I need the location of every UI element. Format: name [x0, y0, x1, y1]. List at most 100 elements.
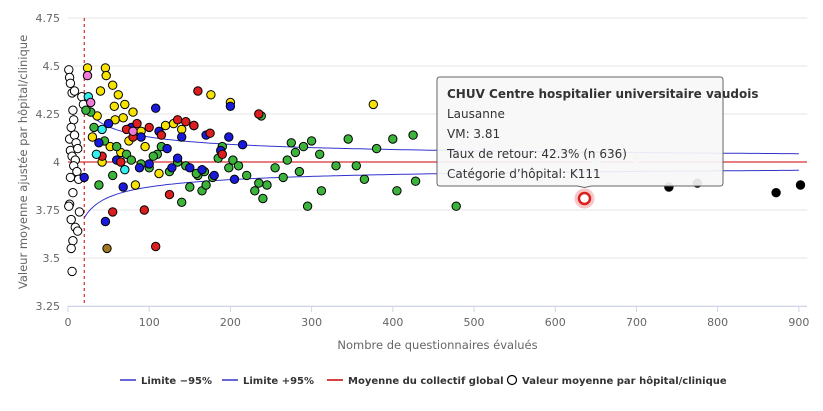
- data-point-white: [73, 226, 83, 236]
- data-point-white: [68, 236, 78, 246]
- data-point-green: [112, 141, 122, 152]
- data-point-green: [294, 166, 305, 177]
- data-point-blue: [225, 101, 236, 112]
- x-tick-label: 500: [464, 316, 485, 329]
- data-point-blue: [136, 132, 146, 142]
- legend-label-points: Valeur moyenne par hôpital/clinique: [522, 375, 727, 387]
- data-point-green: [242, 170, 252, 181]
- highlight-point: [577, 191, 592, 206]
- data-point-green: [250, 186, 260, 196]
- data-point-green: [81, 105, 91, 115]
- tooltip-line-value: VM: 3.81: [447, 127, 500, 141]
- data-point-yellow: [82, 63, 93, 73]
- legend-marker-points: [506, 374, 518, 386]
- data-point-red: [181, 117, 191, 127]
- x-tick-label: 400: [382, 316, 403, 329]
- data-point-green: [228, 155, 238, 165]
- data-point-green: [316, 186, 327, 196]
- data-point-pink: [86, 97, 96, 108]
- data-point-yellow: [100, 63, 111, 73]
- highlight-halo: [574, 188, 595, 209]
- data-point-yellow: [118, 113, 128, 123]
- data-point-red: [139, 205, 150, 215]
- data-point-white: [65, 172, 76, 183]
- data-point-green: [408, 130, 418, 140]
- tooltip-title: CHUV Centre hospitalier universitaire va…: [447, 87, 759, 101]
- data-point-red: [217, 149, 228, 160]
- tooltip-box: [436, 76, 724, 188]
- data-point-yellow: [368, 99, 378, 110]
- data-point-blue: [185, 163, 195, 173]
- data-point-green: [233, 161, 244, 171]
- data-point-red: [205, 128, 215, 138]
- data-point-green: [410, 176, 421, 186]
- data-point-cyan: [91, 149, 102, 160]
- data-point-blue: [100, 216, 111, 227]
- data-point-green: [185, 182, 195, 192]
- data-point-green: [343, 134, 353, 144]
- y-tick-label: 4: [53, 156, 60, 169]
- data-point-green: [282, 155, 292, 165]
- tooltip: CHUV Centre hospitalier universitaire va…: [436, 76, 759, 188]
- data-point-green: [262, 180, 272, 190]
- data-point-red: [116, 157, 126, 167]
- x-tick-label: 0: [65, 316, 72, 329]
- data-point-white: [74, 207, 85, 217]
- data-point-pink: [82, 70, 93, 81]
- legend-label-upper: Limite +95%: [243, 376, 314, 387]
- data-point-green: [224, 163, 234, 173]
- legend-label-mean: Moyenne du collectif global: [348, 376, 504, 387]
- data-point-red: [151, 241, 161, 252]
- data-point-black: [795, 180, 806, 190]
- tooltip-line-category: Catégorie d’hôpital: K111: [447, 167, 601, 181]
- data-point-green: [177, 197, 187, 208]
- data-point-red: [132, 118, 142, 129]
- data-point-blue: [134, 163, 145, 173]
- data-point-white: [68, 105, 78, 115]
- data-point-blue: [151, 103, 161, 113]
- data-point-green: [201, 180, 211, 190]
- data-point-yellow: [95, 86, 106, 96]
- data-point-yellow: [101, 70, 111, 81]
- data-point-blue: [172, 153, 183, 163]
- x-tick-label: 800: [707, 316, 728, 329]
- data-point-blue: [224, 132, 234, 142]
- data-point-white: [69, 86, 80, 96]
- data-point-green: [108, 170, 118, 181]
- data-point-blue: [79, 172, 89, 183]
- data-point-green: [331, 161, 341, 171]
- data-point-white: [66, 122, 76, 133]
- data-point-yellow: [113, 90, 124, 100]
- data-point-green: [302, 201, 313, 211]
- data-point-white: [66, 214, 76, 225]
- y-tick-label: 3.75: [36, 204, 61, 217]
- data-point-blue: [94, 138, 104, 148]
- data-point-green: [298, 141, 309, 152]
- data-point-pink: [128, 126, 138, 137]
- x-tick-label: 700: [626, 316, 647, 329]
- y-tick-label: 3.5: [43, 252, 61, 265]
- data-point-green: [351, 161, 361, 171]
- data-point-green: [388, 134, 398, 144]
- data-point-blue: [162, 143, 172, 154]
- data-point-yellow: [128, 107, 138, 117]
- data-point-yellow: [109, 101, 120, 112]
- data-point-red: [108, 207, 118, 217]
- data-point-green: [371, 143, 382, 154]
- y-tick-label: 4.75: [36, 12, 61, 25]
- data-point-green: [278, 172, 288, 183]
- data-point-white: [67, 266, 77, 277]
- data-point-white: [65, 78, 76, 89]
- data-point-white: [64, 201, 74, 211]
- x-tick-label: 600: [545, 316, 566, 329]
- data-point-green: [392, 186, 402, 196]
- data-point-green: [126, 155, 137, 165]
- data-point-blue: [229, 174, 240, 185]
- data-point-green: [258, 193, 268, 204]
- data-point-green: [359, 174, 370, 185]
- legend-label-lower: Limite −95%: [141, 376, 212, 387]
- data-point-yellow: [140, 141, 150, 152]
- data-point-blue: [118, 182, 128, 192]
- data-point-blue: [209, 170, 219, 181]
